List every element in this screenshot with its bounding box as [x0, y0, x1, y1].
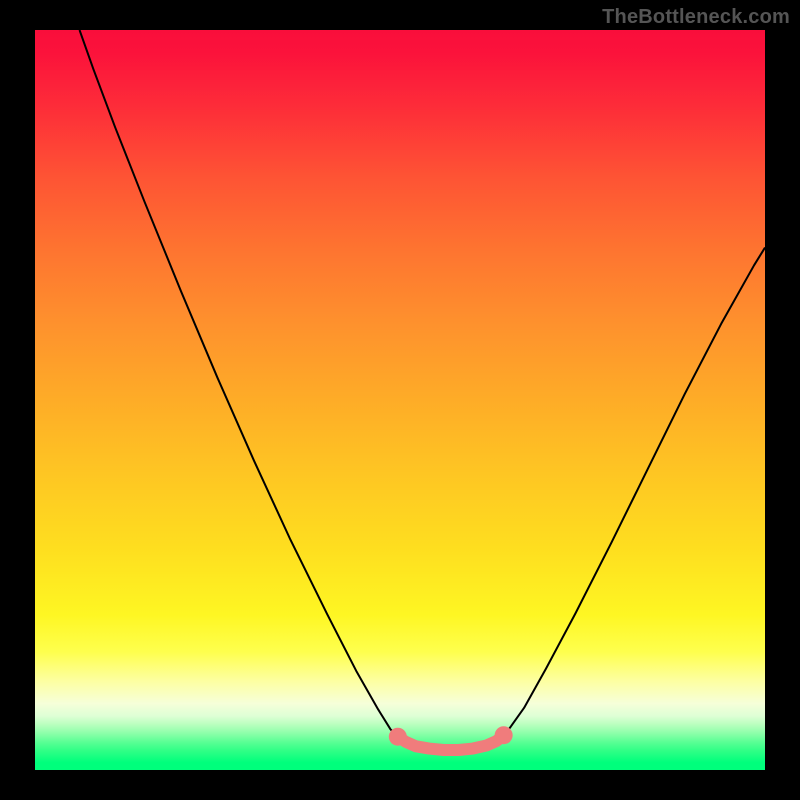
watermark-text: TheBottleneck.com	[602, 6, 790, 29]
curve-svg	[35, 30, 765, 770]
plot-area	[35, 30, 765, 770]
valley-endpoint-right	[495, 726, 513, 744]
valley-highlight	[398, 735, 504, 750]
valley-endpoint-left	[389, 728, 407, 746]
bottleneck-curve	[80, 30, 765, 751]
